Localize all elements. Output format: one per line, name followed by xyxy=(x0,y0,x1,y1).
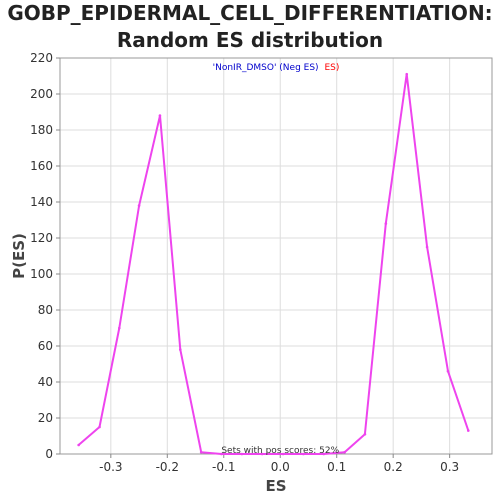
x-tick-label: 0.1 xyxy=(327,460,346,474)
y-tick-label: 0 xyxy=(45,447,53,461)
y-axis-title: P(ES) xyxy=(10,233,28,279)
data-point xyxy=(138,204,141,207)
data-point xyxy=(385,222,388,225)
data-point xyxy=(467,429,470,432)
pos-scores-annotation: Sets with pos scores: 52% xyxy=(221,446,339,456)
data-point xyxy=(447,370,450,373)
y-tick-label: 80 xyxy=(38,303,53,317)
x-tick-label: -0.1 xyxy=(212,460,235,474)
tick-layer: 0 20 40 60 80 100 120 140 160 180 200 220 -0.3 -0.2 -0… xyxy=(30,51,459,474)
legend: 'NonIR_DMSO' (Neg ES) ES) xyxy=(213,63,340,73)
data-point xyxy=(405,73,408,76)
data-point xyxy=(77,444,80,447)
legend-es-label: ES) xyxy=(324,63,339,73)
data-point xyxy=(343,451,346,454)
y-tick-label: 160 xyxy=(30,159,53,173)
data-point xyxy=(364,433,367,436)
y-tick-label: 220 xyxy=(30,51,53,65)
x-tick-label: -0.3 xyxy=(99,460,122,474)
x-tick-label: 0.3 xyxy=(440,460,459,474)
x-axis-title: ES xyxy=(265,477,286,495)
y-tick-label: 20 xyxy=(38,411,53,425)
y-tick-label: 100 xyxy=(30,267,53,281)
y-tick-label: 60 xyxy=(38,339,53,353)
x-tick-label: 0.0 xyxy=(271,460,290,474)
es-distribution-line xyxy=(79,74,469,454)
grid-layer xyxy=(60,58,492,454)
data-point xyxy=(179,348,182,351)
x-tick-label: 0.2 xyxy=(384,460,403,474)
y-tick-label: 180 xyxy=(30,123,53,137)
x-tick-label: -0.2 xyxy=(156,460,179,474)
data-point xyxy=(426,246,429,249)
plot-frame xyxy=(60,58,492,454)
data-point xyxy=(159,114,162,117)
legend-series-label: 'NonIR_DMSO' (Neg ES) xyxy=(213,63,319,73)
y-tick-label: 120 xyxy=(30,231,53,245)
y-tick-label: 40 xyxy=(38,375,53,389)
data-point xyxy=(98,426,101,429)
y-tick-label: 200 xyxy=(30,87,53,101)
data-point xyxy=(200,451,203,454)
data-point xyxy=(118,327,121,330)
y-tick-label: 140 xyxy=(30,195,53,209)
